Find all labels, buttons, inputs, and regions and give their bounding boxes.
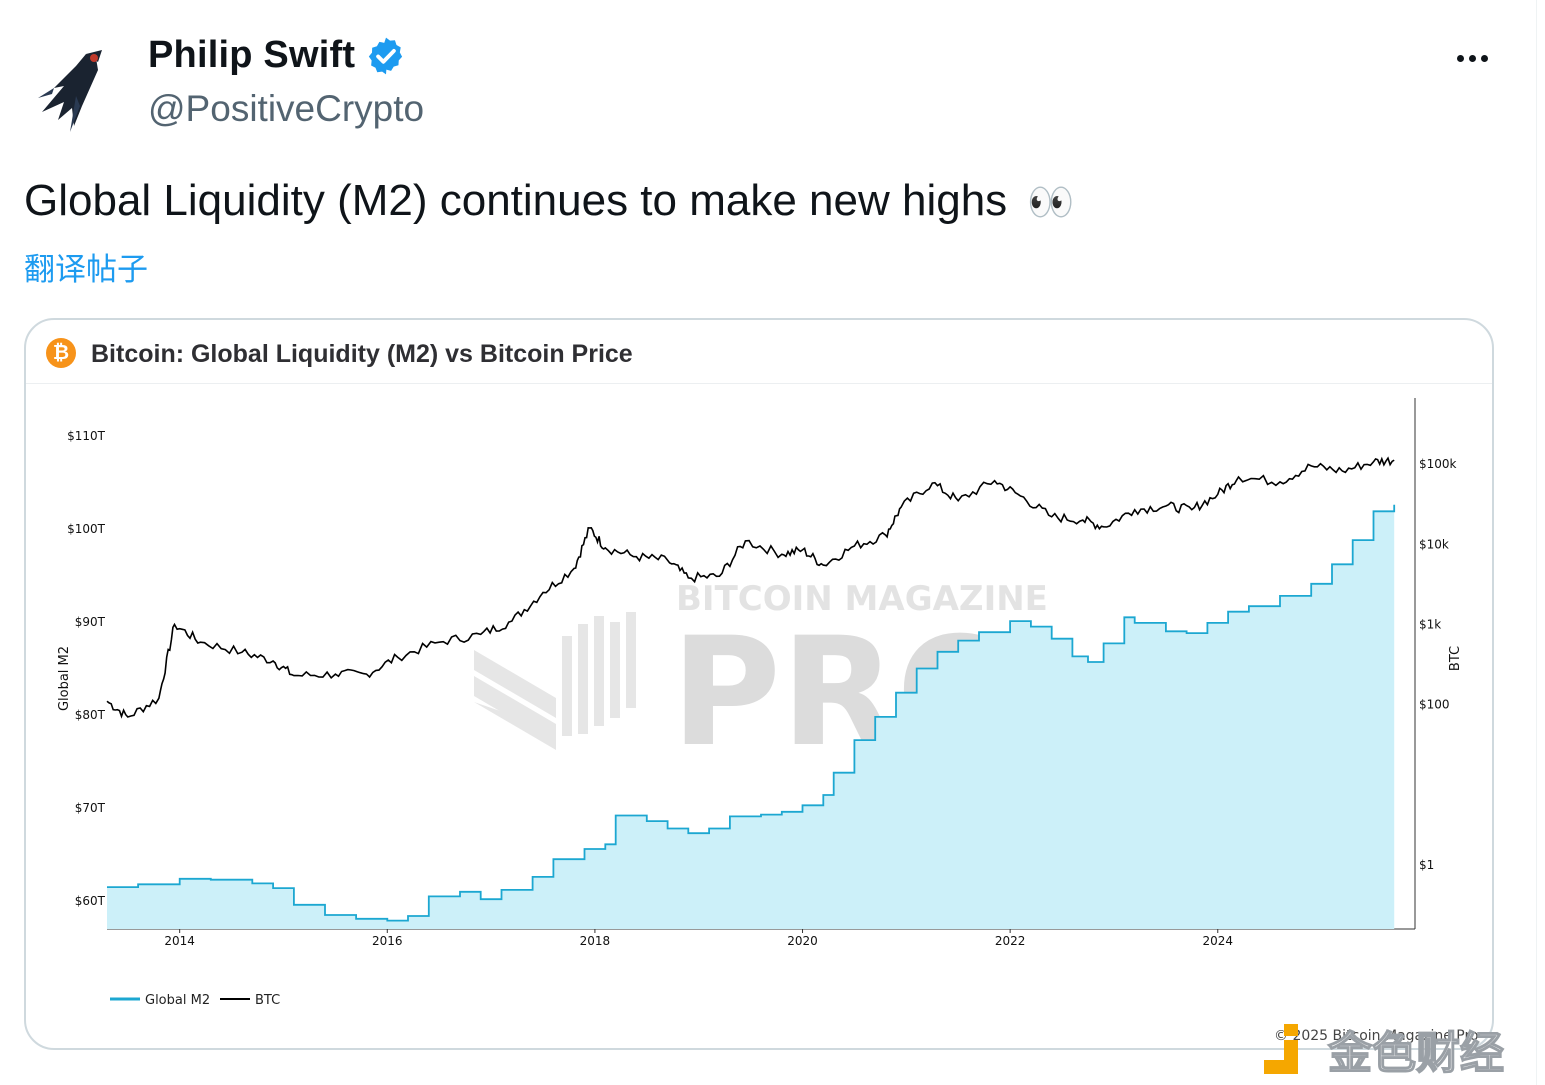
dot-icon: [1480, 54, 1488, 62]
watermark-logo-icon: [474, 612, 636, 750]
swallow-bird-icon: [38, 50, 102, 132]
dot-icon: [1456, 54, 1464, 62]
translate-post-link[interactable]: 翻译帖子: [24, 252, 148, 287]
liquidity-chart: BITCOIN MAGAZINE PRO 2014 2016 2018 2020 202…: [57, 398, 1479, 1044]
x-tick-label: 2022: [995, 934, 1026, 948]
left-tick-label: $110T: [67, 429, 106, 443]
left-tick-label: $80T: [75, 708, 106, 722]
legend-label-btc: BTC: [255, 993, 280, 1008]
avatar[interactable]: [24, 36, 128, 140]
image-card[interactable]: ₿ Bitcoin: Global Liquidity (M2) vs Bitc…: [24, 318, 1494, 1050]
right-axis-title: BTC: [1448, 646, 1463, 671]
m2-line: [107, 504, 1396, 922]
left-tick-label: $90T: [75, 615, 106, 629]
m2-area: [107, 504, 1395, 929]
more-options-button[interactable]: [1452, 38, 1492, 78]
dot-icon: [1468, 54, 1476, 62]
left-tick-label: $100T: [67, 522, 106, 536]
jinse-finance-logo: 金色财经: [1264, 1024, 1505, 1080]
x-tick-label: 2024: [1202, 934, 1233, 948]
author-handle[interactable]: @PositiveCrypto: [148, 88, 425, 129]
tweet-text: Global Liquidity (M2) continues to make …: [24, 176, 1075, 226]
right-tick-label: $1k: [1419, 617, 1441, 631]
overlay-brand-text: 金色财经: [1327, 1028, 1504, 1079]
watermark-top-text: BITCOIN MAGAZINE: [676, 579, 1048, 619]
verified-badge-icon: [369, 37, 403, 74]
bitcoin-logo-icon: ₿: [46, 338, 76, 368]
chart-title: Bitcoin: Global Liquidity (M2) vs Bitcoi…: [91, 340, 633, 368]
x-tick-label: 2014: [164, 934, 195, 948]
chart-header: ₿ Bitcoin: Global Liquidity (M2) vs Bitc…: [26, 320, 1492, 384]
btc-line: [106, 456, 1395, 719]
x-tick-label: 2016: [372, 934, 403, 948]
legend-label-m2: Global M2: [145, 993, 210, 1008]
right-tick-label: $100k: [1419, 457, 1457, 471]
jinse-logo-mark-icon: [1264, 1040, 1298, 1074]
x-tick-label: 2020: [787, 934, 818, 948]
tweet-body: Global Liquidity (M2) continues to make …: [24, 176, 1008, 225]
display-name[interactable]: Philip Swift: [148, 34, 356, 76]
column-divider: [1536, 0, 1537, 1085]
left-tick-label: $60T: [75, 894, 106, 908]
x-tick-label: 2018: [580, 934, 611, 948]
eyes-emoji-icon: 👀: [1027, 182, 1075, 224]
right-tick-label: $1: [1419, 858, 1434, 872]
right-tick-label: $100: [1419, 698, 1450, 712]
copyright-text: © 2025 Bitcoin Magazine Pro: [1274, 1028, 1479, 1044]
chart-legend: Global M2 BTC: [110, 993, 280, 1008]
tweet-header: Philip Swift @PositiveCrypto: [24, 28, 1504, 140]
left-axis-title: Global M2: [57, 646, 72, 711]
right-tick-label: $10k: [1419, 537, 1449, 551]
left-tick-label: $70T: [75, 801, 106, 815]
